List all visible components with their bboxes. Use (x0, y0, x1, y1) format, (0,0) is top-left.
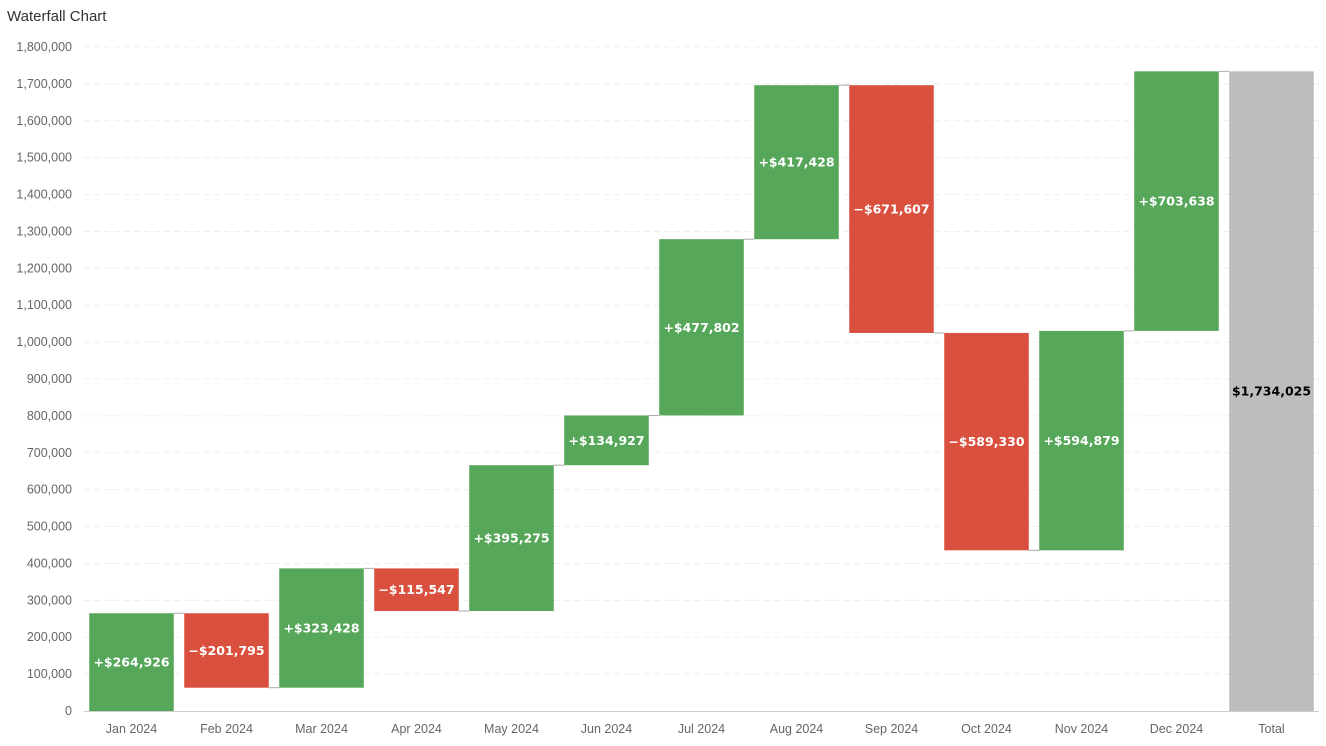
bar-data-label: +$594,879 (1043, 433, 1119, 448)
y-tick-label: 200,000 (27, 630, 72, 644)
x-tick-label: Oct 2024 (961, 722, 1012, 736)
y-tick-label: 0 (65, 704, 72, 718)
y-tick-label: 400,000 (27, 556, 72, 570)
bar-data-label: −$671,607 (853, 202, 929, 217)
y-tick-label: 1,100,000 (16, 298, 72, 312)
total-bar[interactable] (1229, 71, 1314, 711)
connector-layer (173, 70, 1230, 689)
x-tick-label: Feb 2024 (200, 722, 253, 736)
increase-bar[interactable] (754, 85, 839, 240)
bar-layer: +$264,926 −$201,795 +$323,428 −$115,547 +$39… (89, 71, 1314, 711)
y-axis: 0 100,000 200,000 300,000 400,000 500,000 600,… (16, 40, 72, 718)
y-tick-label: 900,000 (27, 372, 72, 386)
y-tick-label: 1,500,000 (16, 151, 72, 165)
bar-data-label: $1,734,025 (1232, 384, 1311, 399)
y-tick-label: 1,200,000 (16, 261, 72, 275)
y-tick-label: 300,000 (27, 593, 72, 607)
decrease-bar[interactable] (849, 85, 934, 333)
bar-data-label: +$417,428 (758, 155, 834, 170)
x-tick-label: Jan 2024 (106, 722, 157, 736)
increase-bar[interactable] (89, 613, 174, 711)
x-tick-label: Dec 2024 (1150, 722, 1204, 736)
bar-data-label: +$395,275 (473, 531, 549, 546)
x-tick-label: Total (1258, 722, 1284, 736)
bar-data-label: +$477,802 (663, 320, 739, 335)
x-tick-label: Aug 2024 (770, 722, 824, 736)
x-tick-label: Jul 2024 (678, 722, 725, 736)
increase-bar[interactable] (1134, 71, 1219, 331)
x-axis: Jan 2024 Feb 2024 Mar 2024 Apr 2024 May 2024… (84, 711, 1319, 736)
y-tick-label: 1,700,000 (16, 77, 72, 91)
increase-bar[interactable] (279, 568, 364, 688)
increase-bar[interactable] (469, 465, 554, 612)
increase-bar[interactable] (564, 415, 649, 466)
increase-bar[interactable] (1039, 330, 1124, 551)
y-tick-label: 1,400,000 (16, 188, 72, 202)
bar-data-label: +$264,926 (93, 655, 169, 670)
decrease-bar[interactable] (374, 568, 459, 612)
bar-data-label: +$703,638 (1138, 194, 1214, 209)
bar-data-label: +$323,428 (283, 621, 359, 636)
y-tick-label: 1,800,000 (16, 40, 72, 54)
chart-title: Waterfall Chart (7, 8, 107, 25)
x-tick-label: Apr 2024 (391, 722, 442, 736)
y-tick-label: 1,300,000 (16, 224, 72, 238)
y-tick-label: 700,000 (27, 446, 72, 460)
x-tick-label: Mar 2024 (295, 722, 348, 736)
y-tick-label: 800,000 (27, 409, 72, 423)
x-tick-label: May 2024 (484, 722, 539, 736)
x-tick-label: Jun 2024 (581, 722, 632, 736)
bar-data-label: +$134,927 (568, 433, 644, 448)
increase-bar[interactable] (659, 239, 744, 416)
decrease-bar[interactable] (184, 613, 269, 688)
decrease-bar[interactable] (944, 332, 1029, 551)
y-tick-label: 600,000 (27, 483, 72, 497)
x-tick-label: Sep 2024 (865, 722, 919, 736)
y-tick-label: 1,600,000 (16, 114, 72, 128)
bar-data-label: −$201,795 (188, 643, 264, 658)
y-tick-label: 1,000,000 (16, 335, 72, 349)
bar-data-label: −$115,547 (378, 582, 454, 597)
bar-data-label: −$589,330 (948, 434, 1024, 449)
x-tick-label: Nov 2024 (1055, 722, 1109, 736)
y-tick-label: 100,000 (27, 667, 72, 681)
y-tick-label: 500,000 (27, 520, 72, 534)
